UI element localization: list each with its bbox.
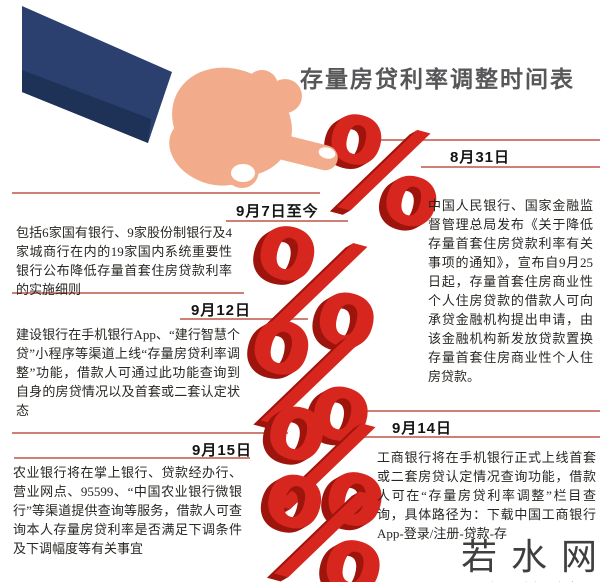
timeline-line	[12, 192, 320, 194]
pointing-hand-illustration	[22, 6, 338, 188]
date-label-aug31: 8月31日	[450, 149, 511, 166]
timeline-line	[12, 292, 244, 294]
timeline-line	[12, 432, 288, 434]
fingernail	[318, 147, 336, 159]
suit-sleeve	[22, 6, 172, 143]
section-body-sep15: 农业银行将在掌上银行、贷款经办行、营业网点、95599、“中国农业银行微银行”等…	[13, 465, 242, 556]
watermark: 若水网 water content network	[458, 528, 600, 582]
suit-sleeve-shadow	[22, 70, 151, 143]
timeline-line	[344, 436, 600, 438]
page-title: 存量房贷利率调整时间表	[300, 66, 575, 92]
timeline-line	[365, 139, 600, 141]
timeline-line	[356, 410, 600, 412]
date-label-sep7: 9月7日至今	[236, 203, 319, 220]
section-body-sep14: 工商银行将在手机银行正式上线首套或二套房贷认定情况查询功能，借款人可在“存量房贷…	[377, 450, 596, 541]
fingernail	[231, 164, 255, 182]
date-label-sep12: 9月12日	[191, 302, 252, 319]
timeline-line	[226, 220, 348, 222]
section-body-sep7: 包括6家国有银行、9家股份制银行及4家城商行在内的19家国内系统重要性银行公布降…	[16, 225, 232, 297]
watermark-text: 若水网	[460, 536, 600, 577]
section-body-aug31: 中国人民银行、国家金融监督管理总局发布《关于降低存量首套住房贷款利率有关事项的通…	[428, 198, 593, 384]
date-label-sep15: 9月15日	[192, 442, 253, 459]
timeline-line	[421, 166, 600, 168]
hand-icon	[169, 67, 338, 188]
timeline-line	[180, 318, 308, 320]
timeline-line	[14, 457, 250, 459]
date-label-sep14: 9月14日	[392, 420, 453, 437]
section-body-sep12: 建设银行在手机银行App、“建行智慧个贷”小程序等渠道上线“存量房贷利率调整”功…	[16, 327, 240, 418]
